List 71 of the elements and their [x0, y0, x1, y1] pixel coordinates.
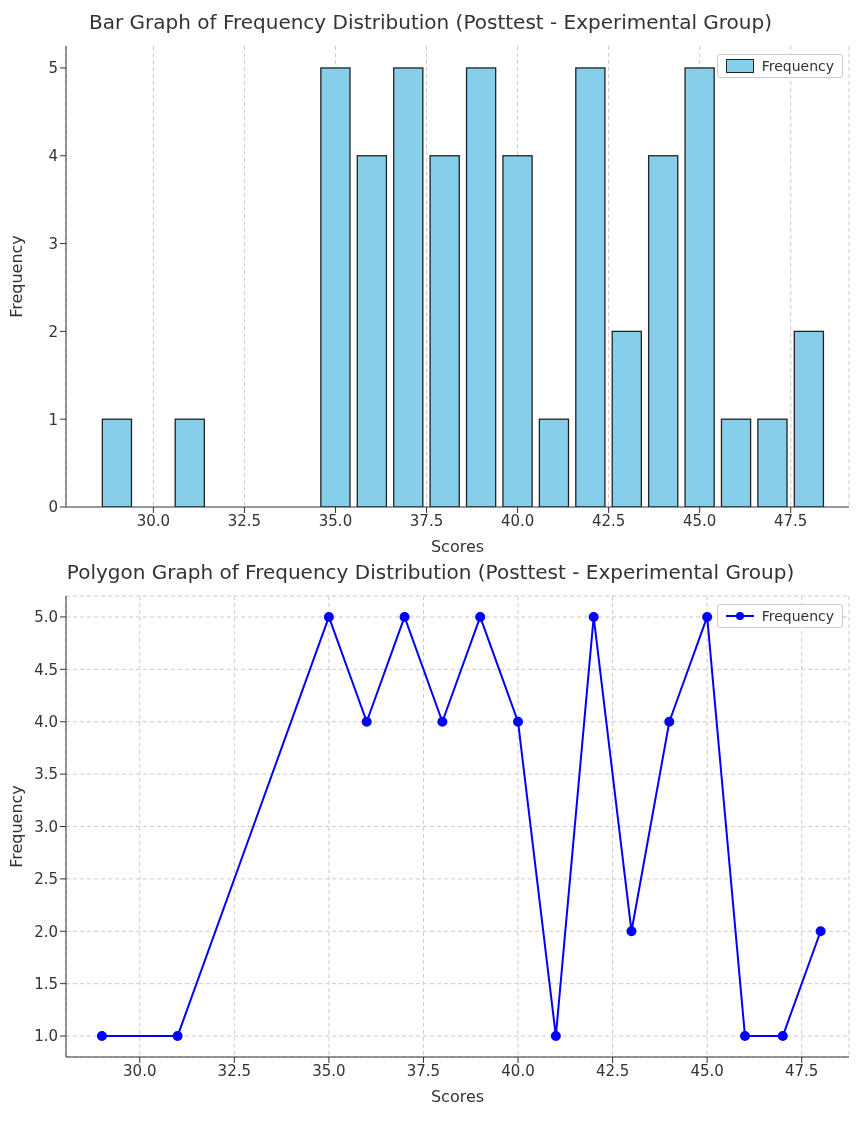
point: [437, 716, 448, 727]
point: [815, 926, 826, 937]
chart-title: Bar Graph of Frequency Distribution (Posttest - Experimental Group): [88, 10, 773, 34]
y-tick-label: 4.0: [34, 713, 58, 732]
y-tick-label: 3.0: [34, 817, 58, 836]
x-tick-label: 42.5: [595, 1061, 630, 1080]
y-tick-label: 5: [48, 59, 58, 78]
x-tick-label: 40.0: [500, 511, 535, 530]
bar: [356, 155, 388, 507]
point: [323, 611, 334, 622]
x-tick-label: 37.5: [406, 1061, 441, 1080]
y-tick-label: 4.5: [34, 660, 58, 679]
x-tick-label: 32.5: [227, 511, 262, 530]
y-tick-label: 2: [48, 322, 58, 341]
bar: [647, 155, 679, 507]
legend-label: Frequency: [761, 608, 834, 624]
x-tick-label: 47.5: [774, 511, 808, 530]
x-tick-label: 30.0: [123, 1061, 157, 1080]
point: [172, 1031, 183, 1042]
y-tick-label: 0: [48, 498, 58, 517]
x-tick-label: 45.0: [682, 511, 717, 530]
x-tick-label: 47.5: [785, 1061, 819, 1080]
y-tick-label: 1.0: [34, 1027, 58, 1046]
x-tick-label: 35.0: [318, 511, 353, 530]
x-axis-title: Scores: [430, 537, 485, 556]
x-tick-label: 30.0: [136, 511, 171, 530]
point: [475, 611, 486, 622]
point: [626, 926, 637, 937]
point: [702, 611, 713, 622]
x-tick-label: 37.5: [409, 511, 444, 530]
y-tick-label: 4: [48, 147, 58, 166]
bar: [465, 67, 497, 507]
point: [739, 1031, 750, 1042]
x-tick-label: 32.5: [217, 1061, 252, 1080]
x-tick-label: 40.0: [501, 1061, 535, 1080]
x-tick-label: 42.5: [591, 511, 626, 530]
bar: [174, 418, 205, 507]
bar: [720, 418, 752, 507]
y-axis-title: Frequency: [6, 785, 26, 868]
bar: [101, 418, 133, 507]
bar: [393, 67, 424, 507]
point: [399, 611, 410, 622]
y-tick-label: 3: [48, 234, 58, 253]
point: [361, 716, 372, 727]
bar: [320, 67, 351, 507]
point: [96, 1031, 107, 1042]
bar: [793, 330, 825, 507]
y-tick-label: 1: [48, 410, 58, 429]
y-tick-label: 2.0: [34, 922, 58, 941]
point: [588, 611, 599, 622]
point: [777, 1031, 788, 1042]
x-axis-title: Scores: [430, 1087, 485, 1106]
bar: [575, 67, 606, 507]
y-tick-label: 1.5: [34, 974, 58, 993]
bar: [429, 155, 460, 507]
bar: [684, 67, 715, 507]
y-axis-title: Frequency: [6, 235, 26, 318]
point: [550, 1031, 561, 1042]
y-tick-label: 2.5: [34, 870, 58, 889]
bar: [611, 330, 642, 507]
bar: [538, 418, 570, 507]
y-tick-label: 3.5: [34, 765, 58, 784]
point: [513, 716, 524, 727]
bar: [757, 418, 788, 507]
x-tick-label: 35.0: [312, 1061, 346, 1080]
point: [664, 716, 675, 727]
bar: [502, 155, 533, 507]
legend-label: Frequency: [761, 58, 834, 74]
y-tick-label: 5.0: [34, 608, 58, 627]
x-tick-label: 45.0: [690, 1061, 724, 1080]
chart-title: Polygon Graph of Frequency Distribution (Posttest - Experimental Group): [65, 560, 796, 584]
